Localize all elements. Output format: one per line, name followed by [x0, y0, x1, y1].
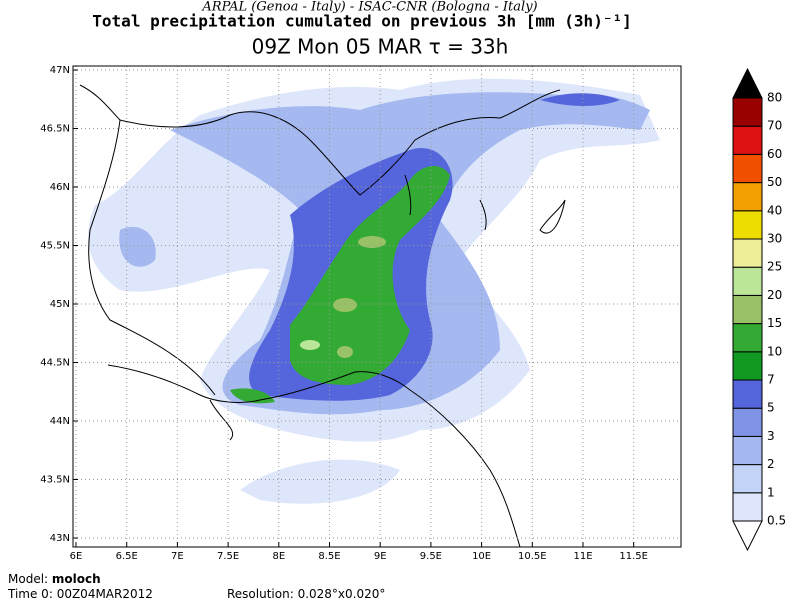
footer-time: Time 0: 00Z04MAR2012 Resolution: 0.028°x0…: [7, 587, 385, 600]
colorbar-label: 40: [767, 203, 782, 217]
colorbar-label: 20: [767, 288, 782, 302]
colorbar-box: [732, 238, 763, 268]
value: moloch: [52, 572, 101, 586]
y-tick-label: 46.5N: [40, 124, 70, 135]
subtitle: 09Z Mon 05 MAR τ = 33h: [252, 35, 509, 59]
precip-field: [88, 78, 661, 504]
map-frame: [72, 65, 682, 548]
colorbar-label: 25: [767, 260, 782, 274]
axes: 6E 6.5E 7E 7.5E 8E 8.5E 9E 9.5E 10E 10.5E 11E 11.5E…: [40, 65, 648, 562]
lake: [404, 174, 412, 216]
colorbar-label: 0.5: [767, 514, 786, 528]
precip-lightgreen: [300, 340, 320, 350]
precip-strong: [540, 93, 620, 106]
coastline: [209, 399, 233, 441]
colorbar-box: [732, 182, 763, 212]
colorbar-box: [732, 407, 763, 437]
value: 00Z04MAR2012: [57, 587, 153, 600]
x-tick-label: 7.5E: [217, 551, 239, 562]
colorbar-label: 1: [767, 485, 775, 499]
colorbar-box: [732, 266, 763, 296]
colorbar-label: 15: [767, 316, 782, 330]
border: [79, 84, 561, 196]
x-tick-label: 6.5E: [116, 551, 138, 562]
colorbar-box: [732, 464, 763, 494]
x-tick-label: 6E: [70, 551, 83, 562]
colorbar-box: [732, 294, 763, 325]
credit: ARPAL (Genoa - Italy) - ISAC-CNR (Bologn…: [201, 0, 537, 15]
y-tick-label: 44.5N: [40, 358, 70, 369]
colorbar-label: 30: [767, 232, 782, 246]
y-tick-label: 43N: [50, 533, 70, 544]
y-tick-label: 45N: [50, 299, 70, 310]
colorbar-label: 5: [767, 401, 775, 415]
label: Time 0:: [7, 587, 53, 600]
y-tick-label: 43.5N: [40, 475, 70, 486]
x-tick-label: 8E: [272, 551, 285, 562]
colorbar-label: 60: [767, 147, 782, 161]
x-tick-label: 10.5E: [518, 551, 547, 562]
colorbar-box: [732, 379, 763, 409]
colorbar-label: 2: [767, 457, 775, 471]
colorbar-box: [732, 323, 763, 353]
colorbar-label: 70: [767, 119, 782, 133]
colorbar-triangle: [732, 520, 763, 552]
x-tick-label: 7E: [171, 551, 184, 562]
colorbar-label: 3: [767, 429, 775, 443]
lake: [539, 199, 566, 234]
colorbar-label: 10: [767, 344, 782, 358]
x-tick-label: 11E: [573, 551, 592, 562]
colorbar-box: [732, 125, 763, 155]
y-tick-label: 46N: [50, 182, 70, 193]
colorbar-label: 80: [767, 91, 782, 105]
colorbar-label: 7: [767, 373, 775, 387]
y-tick-label: 45.5N: [40, 241, 70, 252]
graticule: [73, 66, 681, 547]
colorbar: 0.5 1 2 3 5 7 10 15 20 25 30 40 50 60 70 80: [732, 67, 786, 552]
label: Model:: [8, 572, 48, 586]
colorbar-box: [732, 435, 763, 466]
colorbar-box: [732, 492, 763, 522]
x-tick-label: 9E: [374, 551, 387, 562]
colorbar-box: [732, 153, 763, 184]
coastlines: [79, 84, 566, 548]
colorbar-label: 50: [767, 175, 782, 189]
label: Resolution:: [227, 587, 294, 600]
precip-yellowgreen: [337, 346, 353, 358]
coastline: [107, 364, 521, 548]
precip-yellowgreen: [333, 298, 357, 312]
y-tick-label: 47N: [50, 65, 70, 76]
y-tick-label: 44N: [50, 416, 70, 427]
value: 0.028°x0.020°: [298, 587, 386, 600]
precip-light: [240, 459, 400, 504]
x-tick-label: 11.5E: [619, 551, 648, 562]
precip-yellowgreen: [358, 236, 386, 248]
colorbar-box: [732, 351, 763, 381]
precip-mid: [119, 226, 156, 267]
x-tick-label: 10E: [472, 551, 491, 562]
x-tick-label: 9.5E: [420, 551, 442, 562]
border: [88, 119, 216, 396]
title: Total precipitation cumulated on previou…: [92, 12, 631, 31]
colorbar-box: [732, 97, 763, 127]
colorbar-box: [732, 210, 763, 240]
x-tick-label: 8.5E: [318, 551, 340, 562]
colorbar-triangle: [732, 67, 763, 99]
footer-model: Model: moloch: [8, 572, 101, 586]
